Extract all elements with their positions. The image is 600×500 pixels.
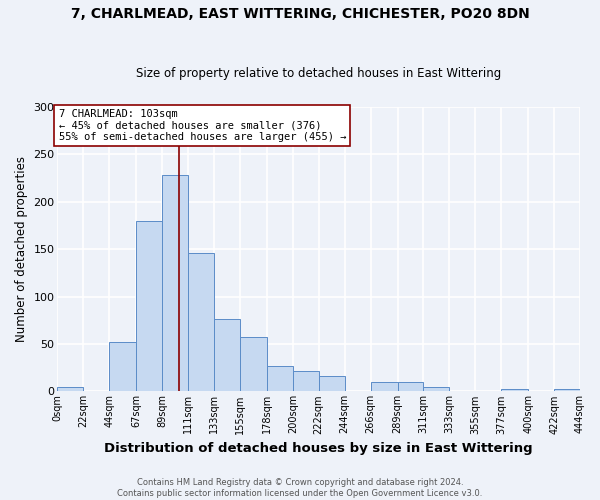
Bar [371,382,398,392]
Bar [136,221,162,392]
Bar [214,320,240,392]
Bar [554,390,580,392]
Text: 7, CHARLMEAD, EAST WITTERING, CHICHESTER, PO20 8DN: 7, CHARLMEAD, EAST WITTERING, CHICHESTER… [71,8,529,22]
Bar [267,366,293,392]
Title: Size of property relative to detached houses in East Wittering: Size of property relative to detached ho… [136,66,502,80]
Bar [398,382,424,392]
Bar [188,253,214,392]
Text: 7 CHARLMEAD: 103sqm
← 45% of detached houses are smaller (376)
55% of semi-detac: 7 CHARLMEAD: 103sqm ← 45% of detached ho… [59,109,346,142]
Bar [501,390,528,392]
Bar [240,338,267,392]
Y-axis label: Number of detached properties: Number of detached properties [15,156,28,342]
Bar [293,370,319,392]
X-axis label: Distribution of detached houses by size in East Wittering: Distribution of detached houses by size … [104,442,533,455]
Text: Contains HM Land Registry data © Crown copyright and database right 2024.
Contai: Contains HM Land Registry data © Crown c… [118,478,482,498]
Bar [424,386,449,392]
Bar [58,386,83,392]
Bar [319,376,344,392]
Bar [109,342,136,392]
Bar [162,176,188,392]
